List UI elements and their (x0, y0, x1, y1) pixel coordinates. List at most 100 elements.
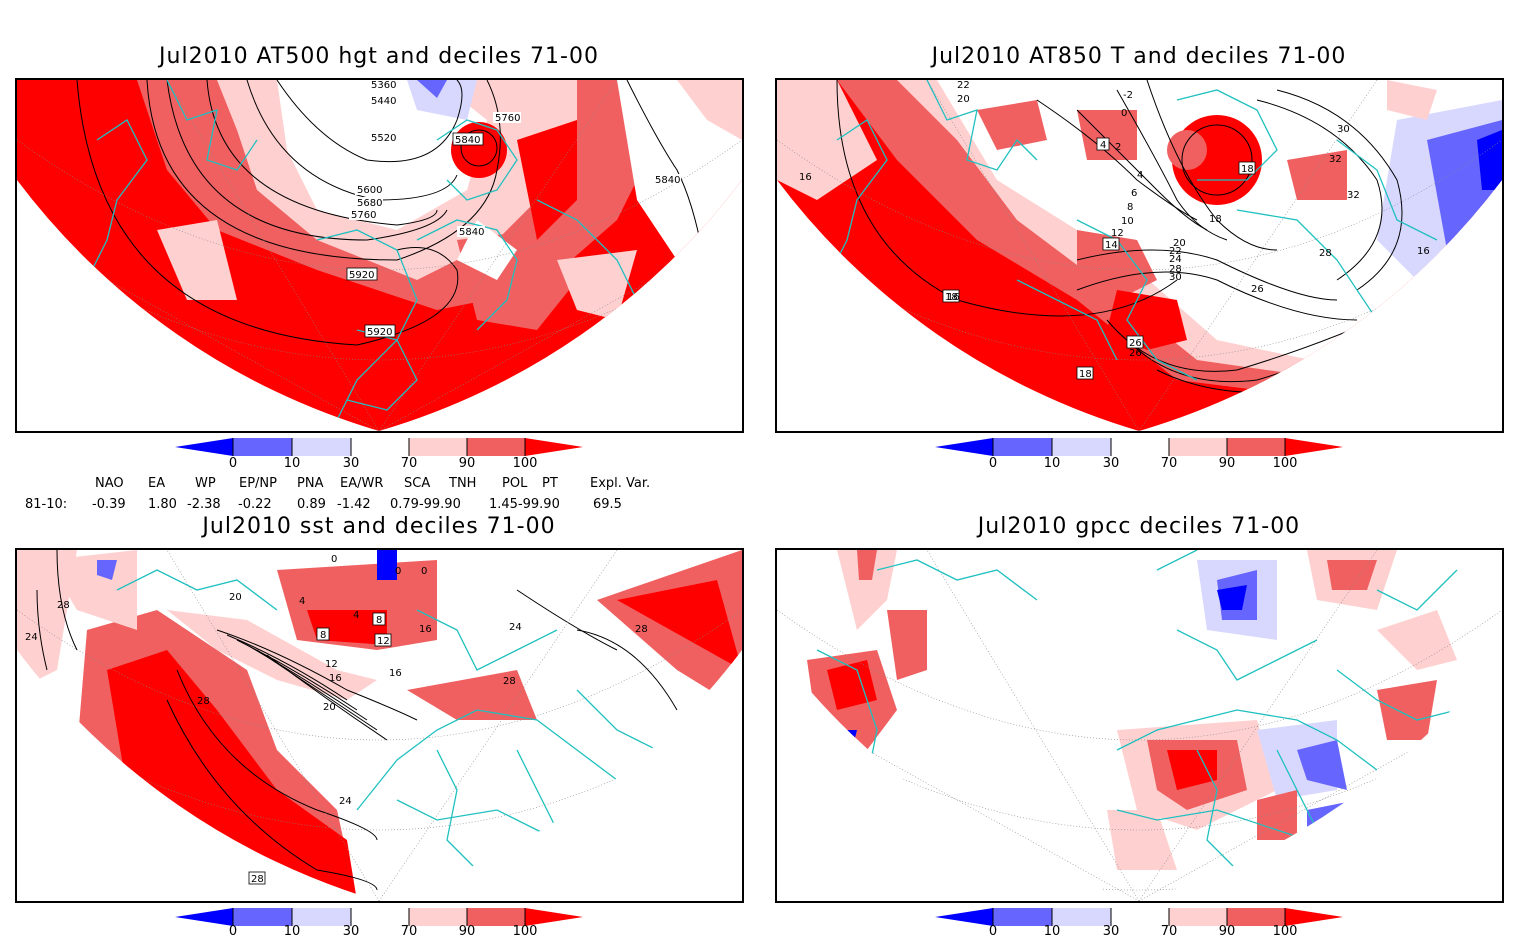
map-panel-at500: 5360 5440 5520 5600 5680 5760 5760 5840 … (15, 78, 744, 433)
panel2-title: Jul2010 AT850 T and deciles 71-00 (931, 44, 1347, 69)
contour-label: 5600 (357, 185, 382, 196)
contour-label: 8 (376, 615, 382, 626)
contour-label: 12 (325, 659, 338, 670)
index-header-pna: PNA (297, 476, 324, 491)
contour-label: 28 (197, 696, 210, 707)
map-panel-at850: 22 20 -2 0 2 4 4 6 8 10 12 14 16 18 18 1… (775, 78, 1504, 433)
index-header-eawr: EA/WR (340, 476, 384, 491)
panel1-title: Jul2010 AT500 hgt and deciles 71-00 (159, 44, 599, 69)
index-value-nao: -0.39 (92, 497, 126, 512)
contour-label: 22 (957, 80, 970, 91)
colorbar-3-label: 30 (342, 924, 360, 939)
contour-label: 8 (320, 630, 326, 641)
colorbar-4-label: 30 (1102, 924, 1120, 939)
contour-label: 10 (1121, 216, 1134, 227)
contour-label: 20 (1173, 238, 1186, 249)
contour-label: 5840 (455, 135, 480, 146)
contour-label: 22 (1169, 246, 1182, 257)
index-header-tnh: TNH (449, 476, 477, 491)
contour-label: 16 (329, 673, 342, 684)
contour-label: 16 (799, 172, 812, 183)
index-header-sca: SCA (404, 476, 431, 491)
contour-label: 20 (957, 94, 970, 105)
index-value-pol-pt: 1.45-99.90 (489, 497, 560, 512)
contour-label: 30 (1337, 124, 1350, 135)
contour-label: 16 (1417, 246, 1430, 257)
contour-label: 16 (419, 624, 432, 635)
contour-label: 18 (945, 292, 958, 303)
index-value-wp: -2.38 (187, 497, 221, 512)
contour-label: 28 (503, 676, 516, 687)
map-at850-svg: 22 20 -2 0 2 4 4 6 8 10 12 14 16 18 18 1… (777, 80, 1502, 431)
contour-label: 28 (1169, 264, 1182, 275)
contour-label: 24 (339, 796, 352, 807)
colorbar-4-label: 70 (1160, 924, 1178, 939)
contour-label: 4 (1100, 140, 1106, 151)
contour-label: 26 (1129, 338, 1142, 349)
colorbar-3-label: 100 (512, 924, 538, 939)
contour-label: 5920 (349, 270, 374, 281)
contour-label: 0 (331, 554, 337, 565)
index-header-nao: NAO (95, 476, 124, 491)
contour-label: 5440 (371, 96, 396, 107)
contour-label: 20 (229, 592, 242, 603)
index-value-ea: 1.80 (148, 497, 177, 512)
contour-label: 4 (299, 596, 305, 607)
map-panel-sst: 0 0 0 4 4 8 8 12 12 16 16 16 20 20 24 24… (15, 548, 744, 903)
contour-label: 28 (635, 624, 648, 635)
colorbar-2-label: 70 (1160, 456, 1178, 471)
contour-label: 5840 (459, 227, 484, 238)
contour-label: 5360 (371, 80, 396, 91)
contour-label: 5760 (495, 113, 520, 124)
contour-label: 4 (353, 610, 359, 621)
panel3-title: Jul2010 sst and deciles 71-00 (202, 514, 556, 539)
contour-label: 6 (1131, 188, 1137, 199)
contour-label: -2 (1123, 90, 1133, 101)
colorbar-4-label: 0 (988, 924, 998, 939)
colorbar-1-label: 100 (512, 456, 538, 471)
colorbar-4-label: 90 (1218, 924, 1236, 939)
contour-label: 26 (1251, 284, 1264, 295)
contour-label: 5520 (371, 133, 396, 144)
index-header-pol: POL (502, 476, 528, 491)
contour-label: 24 (509, 622, 522, 633)
contour-label: 5760 (351, 210, 376, 221)
contour-label: 28 (57, 600, 70, 611)
colorbar-4-label: 10 (1043, 924, 1061, 939)
panel4-title: Jul2010 gpcc deciles 71-00 (977, 514, 1301, 539)
colorbar-1-label: 10 (283, 456, 301, 471)
colorbar-4-label: 100 (1272, 924, 1298, 939)
contour-label: 32 (1347, 190, 1360, 201)
colorbar-3 (175, 908, 583, 926)
contour-label: 16 (947, 292, 960, 303)
colorbar-1-label: 0 (228, 456, 238, 471)
colorbar-2-label: 90 (1218, 456, 1236, 471)
contour-label: 18 (1209, 214, 1222, 225)
contour-label: 0 (1121, 108, 1127, 119)
contour-label: 0 (395, 566, 401, 577)
colorbar-2-label: 100 (1272, 456, 1298, 471)
contour-label: 0 (421, 566, 427, 577)
contour-label: 2 (1115, 142, 1121, 153)
contour-label: 14 (1105, 240, 1118, 251)
index-header-explvar: Expl. Var. (590, 476, 651, 491)
contour-label: 26 (1129, 348, 1142, 359)
map-at500-svg: 5360 5440 5520 5600 5680 5760 5760 5840 … (17, 80, 742, 431)
colorbar-4 (935, 908, 1343, 926)
index-header-wp: WP (195, 476, 216, 491)
map-panel-gpcc (775, 548, 1504, 903)
contour-label: 8 (1127, 202, 1133, 213)
contour-label: 28 (251, 874, 264, 885)
map-sst-svg: 0 0 0 4 4 8 8 12 12 16 16 16 20 20 24 24… (17, 550, 742, 901)
index-value-sca-tnh: 0.79-99.90 (390, 497, 461, 512)
colorbar-1-label: 90 (458, 456, 476, 471)
index-header-pt: PT (542, 476, 558, 491)
contour-label: 12 (1111, 228, 1124, 239)
contour-label: 5680 (357, 198, 382, 209)
index-header-ea: EA (148, 476, 166, 491)
index-value-epnp: -0.22 (238, 497, 272, 512)
index-row-label: 81-10: (25, 497, 68, 512)
contour-label: 5840 (655, 175, 680, 186)
contour-label: 32 (1329, 154, 1342, 165)
contour-label: 4 (1137, 170, 1143, 181)
